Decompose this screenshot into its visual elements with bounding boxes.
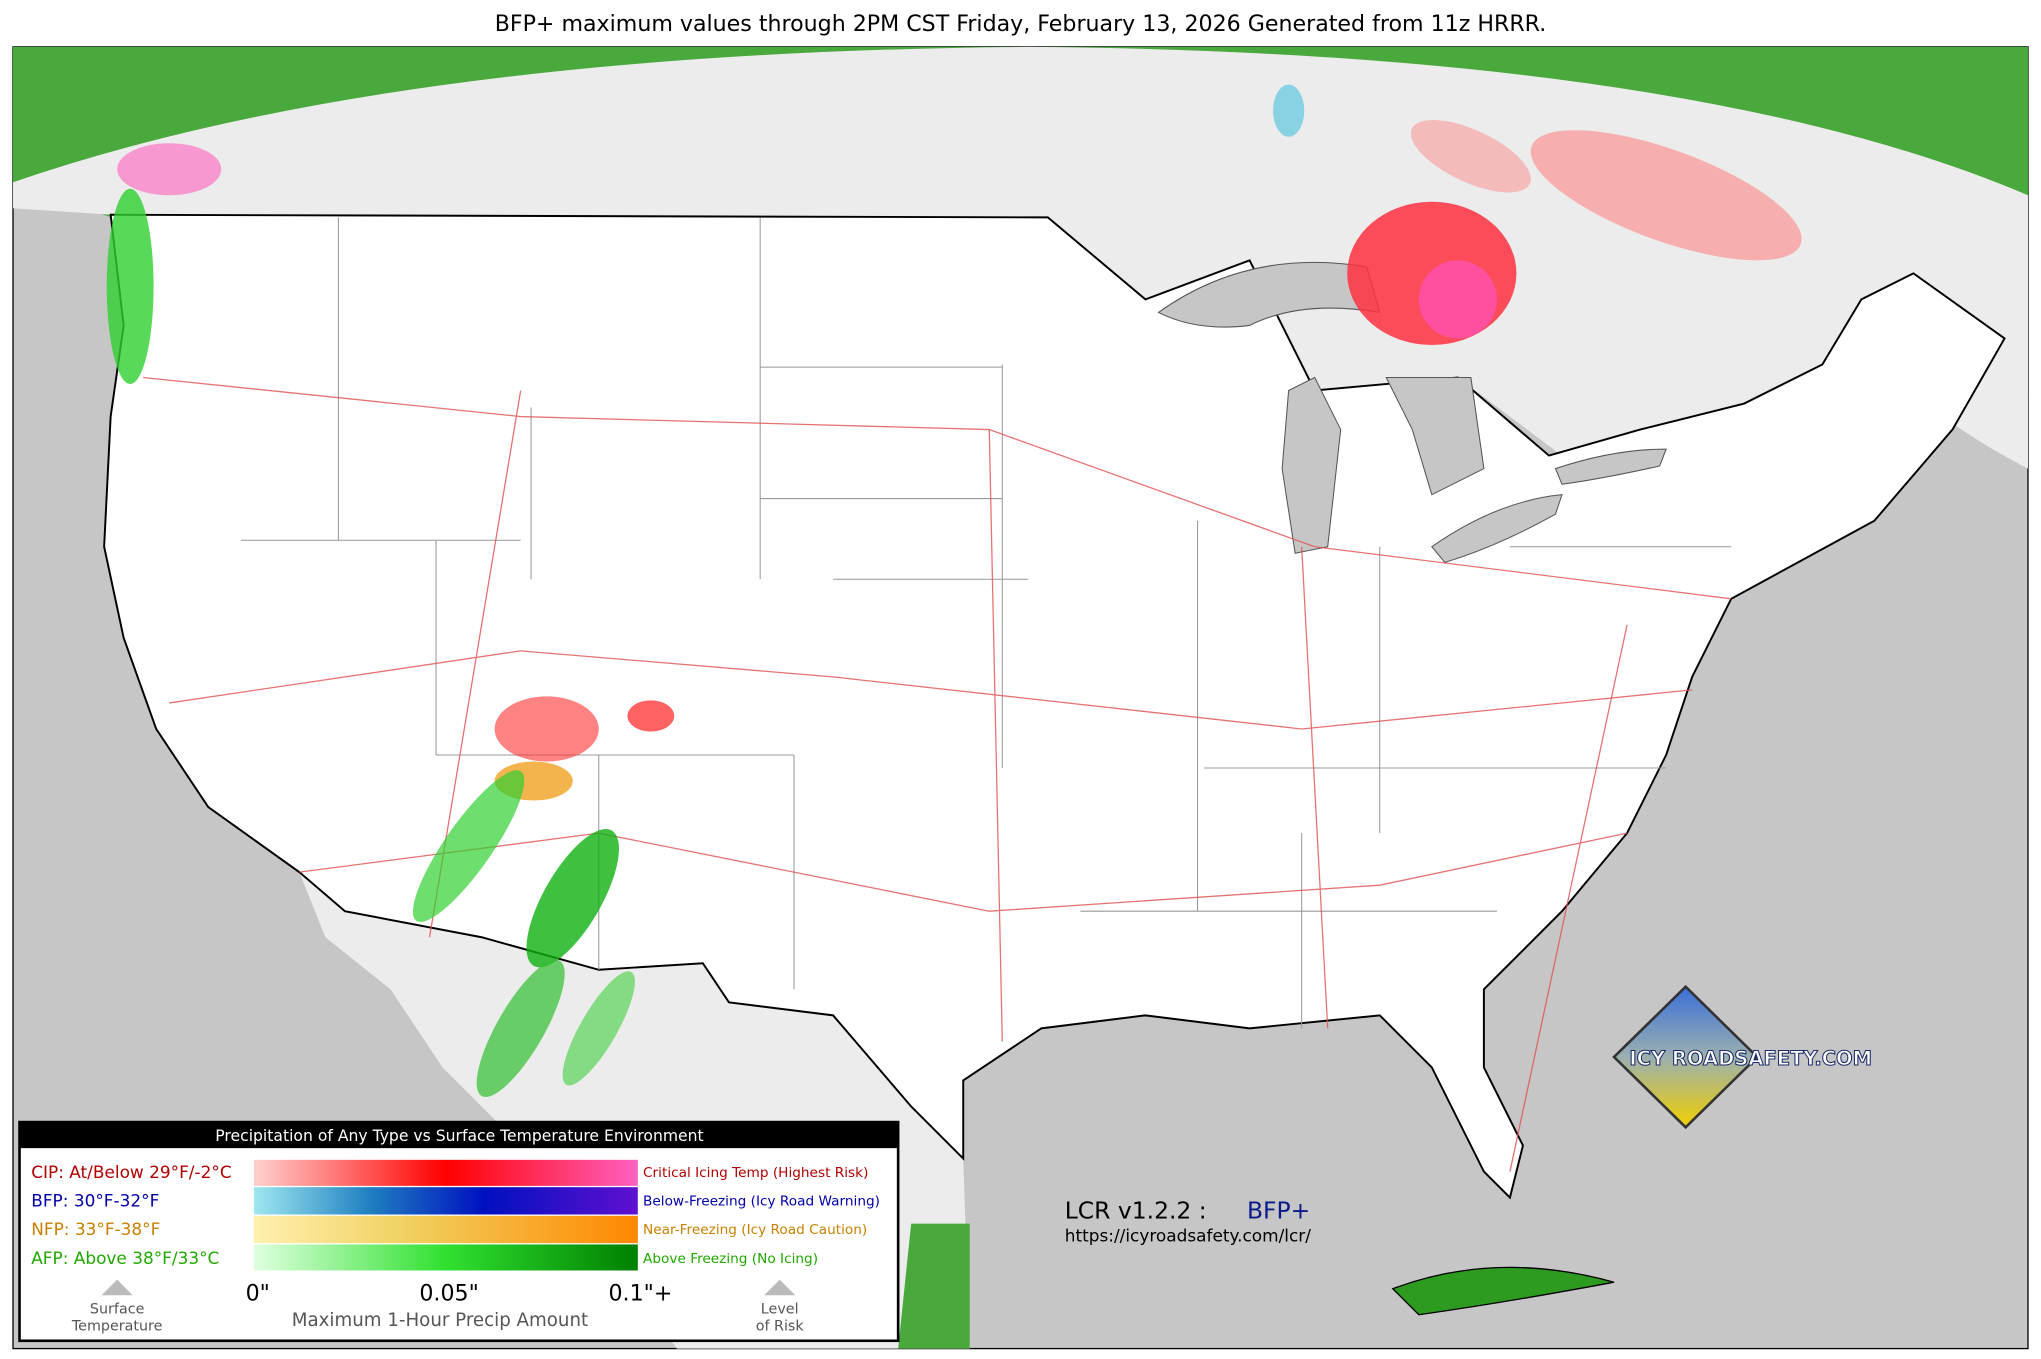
afp-swatch — [253, 1244, 638, 1271]
scale-label: 0.05" — [419, 1280, 478, 1306]
precipitation — [106, 84, 1802, 1098]
row-label: NFP: 33°F-38°F — [31, 1219, 160, 1239]
row-description: Critical Icing Temp (Highest Risk) — [643, 1165, 868, 1181]
scale-axis-label: Maximum 1-Hour Precip Amount — [292, 1310, 588, 1331]
cip-area — [117, 143, 222, 196]
right-caption: of Risk — [756, 1318, 805, 1334]
cip-swatch — [253, 1159, 638, 1186]
left-caption: Temperature — [71, 1318, 163, 1334]
url: https://icyroadsafety.com/lcr/ — [1065, 1226, 1311, 1246]
left-arrow — [101, 1279, 133, 1296]
lake-huron — [1385, 376, 1485, 496]
afp-area — [412, 770, 525, 922]
cip-area — [1410, 119, 1531, 193]
legend-header — [19, 1122, 899, 1149]
united-states — [103, 213, 2006, 1200]
legend-labels: CIP: At/Below 29°F/-2°C BFP: 30°F-32°F N… — [31, 1162, 231, 1268]
cip-core — [1418, 260, 1497, 339]
row-description: Below-Freezing (Icy Road Warning) — [643, 1193, 880, 1209]
row-label: BFP: 30°F-32°F — [31, 1190, 159, 1210]
cip-area — [1530, 130, 1802, 261]
afp-area — [526, 829, 619, 968]
lake-michigan — [1281, 376, 1342, 554]
afp-area — [562, 971, 635, 1086]
afp-area — [476, 959, 565, 1098]
legend: Precipitation of Any Type vs Surface Tem… — [18, 1120, 900, 1343]
great-lakes — [1157, 261, 1667, 563]
row-description: Above Freezing (No Icing) — [643, 1251, 818, 1267]
scale-label: 0.1"+ — [608, 1280, 672, 1306]
lake-ontario — [1554, 448, 1667, 485]
row-description: Near-Freezing (Icy Road Caution) — [643, 1222, 867, 1238]
version: LCR v1.2.2 : — [1065, 1196, 1207, 1224]
canada — [13, 46, 2028, 469]
map — [12, 46, 2029, 1350]
highway-lines — [143, 376, 1732, 1172]
left-caption: Surface — [90, 1302, 145, 1318]
row-label: AFP: Above 38°F/33°C — [31, 1248, 219, 1268]
mexico-edge-band — [898, 1223, 970, 1349]
legend-descriptions: Critical Icing Temp (Highest Risk) Below… — [643, 1165, 880, 1267]
lake-superior — [1157, 261, 1381, 328]
logo: ICY ROADSAFETY.COM — [1612, 984, 1873, 1130]
bfp-area — [1273, 84, 1305, 137]
right-caption: Level — [761, 1302, 799, 1318]
cuba — [1391, 1266, 1615, 1316]
cip-area — [627, 700, 675, 732]
bfp-swatch — [253, 1187, 638, 1215]
cip-area — [494, 696, 599, 762]
product: BFP+ — [1247, 1196, 1310, 1224]
afp-area — [106, 188, 154, 385]
logo-diamond — [1612, 984, 1760, 1130]
logo-text: ICY ROADSAFETY.COM — [1629, 1047, 1872, 1070]
row-label: CIP: At/Below 29°F/-2°C — [31, 1162, 231, 1182]
nfp-swatch — [253, 1215, 638, 1244]
scale-label: 0" — [246, 1280, 270, 1306]
interstates — [143, 376, 1732, 1172]
lake-erie — [1431, 494, 1563, 563]
map-title: BFP+ maximum values through 2PM CST Frid… — [495, 11, 1547, 37]
right-arrow — [764, 1279, 796, 1296]
legend-title: Precipitation of Any Type vs Surface Tem… — [215, 1127, 703, 1145]
